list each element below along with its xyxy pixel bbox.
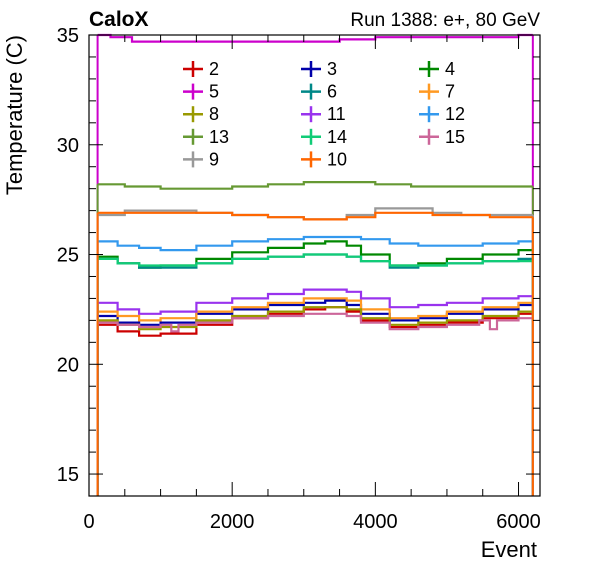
legend-item-4: 4 bbox=[419, 59, 455, 79]
legend-label: 2 bbox=[209, 59, 219, 79]
x-tick-label: 4000 bbox=[353, 511, 398, 533]
legend-label: 13 bbox=[209, 127, 229, 147]
y-tick-label: 15 bbox=[57, 464, 79, 486]
legend-label: 3 bbox=[327, 59, 337, 79]
legend-item-14: 14 bbox=[301, 127, 347, 147]
series-layer bbox=[96, 33, 534, 496]
series-line-5 bbox=[97, 33, 533, 43]
legend-label: 6 bbox=[327, 82, 337, 102]
plot-frame bbox=[88, 34, 541, 497]
series-line-13 bbox=[97, 181, 533, 190]
x-tick-label: 2000 bbox=[210, 511, 255, 533]
legend-label: 5 bbox=[209, 82, 219, 102]
legend-item-5: 5 bbox=[183, 82, 219, 102]
legend-label: 10 bbox=[327, 149, 347, 169]
legend-label: 11 bbox=[327, 104, 346, 124]
legend-item-7: 7 bbox=[419, 82, 455, 102]
legend: 2 3 4 5 6 7 8 11 12 13 14 15 9 10 bbox=[183, 59, 465, 169]
y-axis-title: Temperature (C) bbox=[2, 35, 27, 195]
series-line-14 bbox=[97, 253, 534, 267]
experiment-label: CaloX bbox=[89, 8, 149, 31]
legend-label: 14 bbox=[327, 127, 347, 147]
legend-item-15: 15 bbox=[419, 127, 465, 147]
legend-item-12: 12 bbox=[419, 104, 465, 124]
legend-item-6: 6 bbox=[301, 82, 337, 102]
run-info-label: Run 1388: e+, 80 GeV bbox=[350, 10, 540, 31]
series-line-15 bbox=[97, 312, 534, 333]
legend-item-9: 9 bbox=[183, 149, 219, 169]
y-tick-label: 30 bbox=[57, 135, 79, 157]
y-tick-label: 25 bbox=[57, 245, 79, 267]
series-line-7 bbox=[97, 297, 533, 322]
legend-label: 4 bbox=[445, 59, 455, 79]
legend-item-3: 3 bbox=[301, 59, 337, 79]
legend-item-10: 10 bbox=[301, 149, 347, 169]
x-tick-label: 0 bbox=[83, 511, 94, 533]
series-line-10 bbox=[97, 211, 533, 221]
legend-label: 8 bbox=[209, 104, 219, 124]
y-tick-label: 35 bbox=[57, 25, 79, 47]
legend-item-8: 8 bbox=[183, 104, 219, 124]
legend-label: 9 bbox=[209, 149, 219, 169]
series-line-11 bbox=[97, 288, 533, 315]
x-tick-label: 6000 bbox=[496, 511, 541, 533]
y-tick-label: 20 bbox=[57, 354, 79, 376]
legend-item-2: 2 bbox=[183, 59, 219, 79]
series-line-8 bbox=[97, 306, 533, 331]
legend-item-11: 11 bbox=[301, 104, 346, 124]
legend-label: 15 bbox=[445, 127, 465, 147]
legend-label: 12 bbox=[445, 104, 465, 124]
x-axis-title: Event bbox=[481, 537, 537, 562]
legend-label: 7 bbox=[445, 82, 455, 102]
series-line-12 bbox=[97, 235, 533, 252]
legend-item-13: 13 bbox=[183, 127, 229, 147]
